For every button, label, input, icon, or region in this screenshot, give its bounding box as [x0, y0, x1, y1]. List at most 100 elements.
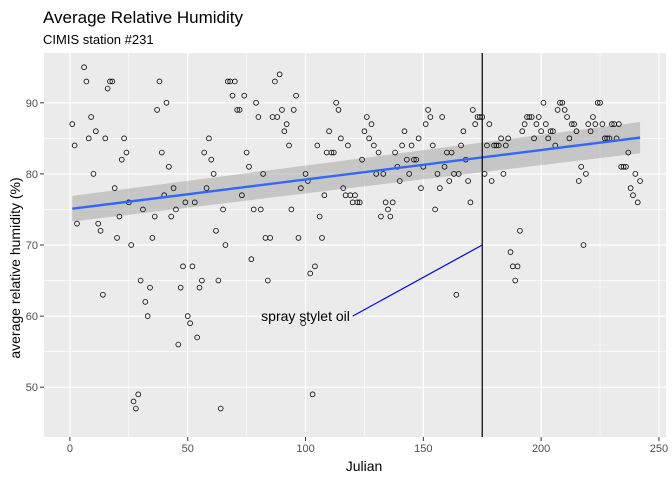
data-point [634, 199, 641, 206]
data-point [437, 185, 443, 191]
data-point [396, 178, 403, 184]
data-point [526, 114, 533, 120]
annotation-line [352, 244, 483, 317]
data-point [439, 114, 445, 120]
data-point [368, 121, 375, 127]
data-point [338, 135, 344, 142]
data-point [220, 206, 226, 213]
data-point [557, 99, 563, 106]
x-axis-ticks: 0 50 100 150 200 250 [67, 437, 668, 455]
data-point [470, 107, 476, 113]
data-point [401, 128, 408, 135]
data-point [293, 92, 299, 99]
data-point [500, 171, 507, 177]
data-point [283, 121, 290, 127]
data-point [97, 227, 104, 234]
data-point [316, 213, 323, 220]
data-point [118, 156, 125, 163]
data-point [623, 163, 629, 170]
data-point [453, 291, 460, 298]
data-point [135, 391, 142, 398]
data-point [488, 178, 495, 184]
data-point [422, 121, 429, 127]
data-point [298, 185, 304, 191]
data-point [576, 178, 582, 184]
data-point [571, 121, 577, 127]
data-point [554, 107, 561, 113]
data-point [354, 199, 361, 206]
data-point [356, 199, 363, 206]
data-point [288, 206, 295, 213]
data-point [568, 121, 575, 127]
data-point [432, 206, 438, 213]
data-point [387, 213, 394, 220]
data-point [156, 78, 163, 85]
data-point [142, 299, 149, 305]
y-axis-ticks: 50 60 70 80 90 [26, 98, 44, 394]
data-point [95, 220, 101, 227]
data-point [594, 99, 601, 106]
data-point [234, 107, 240, 113]
data-point [88, 114, 94, 120]
data-point [625, 149, 632, 156]
data-point [100, 291, 106, 298]
data-point [545, 135, 551, 142]
x-tick-label: 50 [182, 443, 194, 455]
data-point [448, 149, 455, 156]
data-point [465, 178, 471, 184]
data-point [229, 92, 236, 99]
y-tick-label: 90 [26, 98, 38, 110]
data-point [472, 121, 478, 127]
data-point [116, 213, 123, 220]
data-point [314, 142, 321, 149]
data-point [375, 149, 382, 156]
data-point [517, 227, 523, 234]
data-point [281, 128, 288, 135]
data-point [340, 185, 347, 191]
data-point [538, 128, 544, 135]
data-point [441, 163, 448, 170]
data-point [217, 405, 224, 412]
data-point [559, 99, 566, 106]
data-point [514, 263, 521, 270]
data-point [460, 128, 467, 135]
data-point [505, 135, 511, 142]
data-point [286, 142, 292, 149]
data-point [196, 284, 203, 291]
data-point [333, 99, 339, 106]
trend-line [72, 136, 641, 210]
data-point [133, 405, 139, 412]
data-point [69, 121, 76, 127]
data-point [528, 114, 535, 120]
data-point [498, 135, 504, 142]
data-point [418, 185, 424, 191]
x-tick-label: 200 [532, 443, 550, 455]
data-point [302, 171, 309, 177]
data-point [326, 128, 332, 135]
data-point [427, 114, 434, 120]
data-point [543, 121, 549, 127]
data-point [246, 163, 252, 170]
annotation-text: spray stylet oil [261, 308, 350, 324]
data-point [213, 227, 219, 234]
data-point [429, 142, 436, 149]
data-point [484, 142, 490, 149]
data-point [154, 107, 160, 113]
data-point [121, 135, 127, 142]
data-point [547, 128, 554, 135]
data-point [434, 171, 441, 177]
data-point [130, 398, 137, 405]
data-point [585, 121, 592, 127]
data-point [540, 99, 547, 106]
data-point [564, 114, 570, 120]
data-point [81, 64, 87, 71]
data-point [128, 242, 134, 248]
data-point [550, 128, 556, 135]
data-point [312, 263, 318, 270]
data-point [236, 107, 243, 113]
data-point [533, 121, 540, 127]
data-point [140, 206, 146, 213]
data-point [535, 114, 542, 120]
data-point [378, 213, 384, 220]
